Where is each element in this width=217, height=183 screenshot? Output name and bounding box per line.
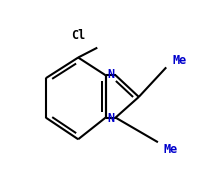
Text: N: N bbox=[108, 112, 115, 125]
Text: Me: Me bbox=[164, 143, 178, 156]
Text: Me: Me bbox=[172, 54, 186, 67]
Text: N: N bbox=[108, 68, 115, 81]
Text: Cl: Cl bbox=[71, 29, 85, 42]
